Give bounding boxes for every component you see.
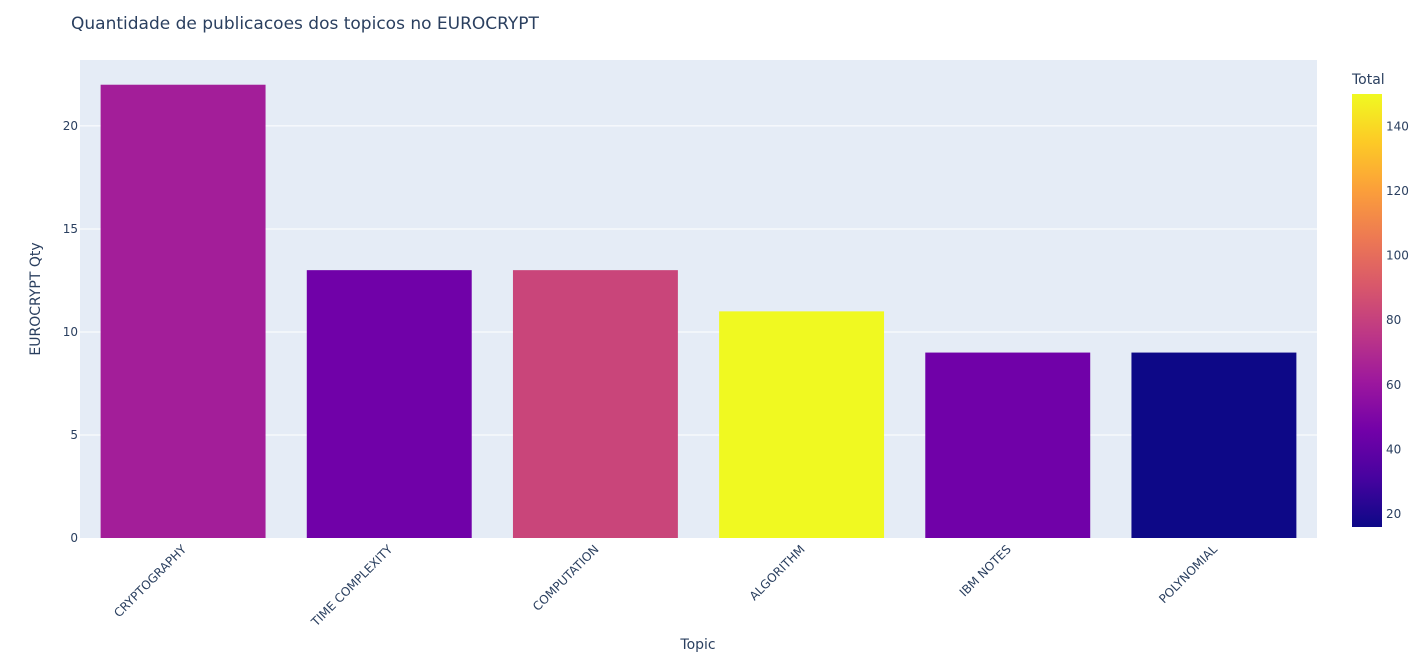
colorbar-tick-label: 80 xyxy=(1386,313,1401,327)
y-axis-title: EUROCRYPT Qty xyxy=(28,242,44,355)
bar-cryptography xyxy=(100,84,266,539)
bars xyxy=(100,84,1297,539)
bar-computation xyxy=(512,270,678,538)
bar-algorithm xyxy=(719,311,885,538)
x-tick-label: TIME COMPLEXITY xyxy=(308,542,396,630)
y-tick-label: 5 xyxy=(70,428,78,442)
colorbar-tick-label: 100 xyxy=(1386,249,1409,263)
x-tick-label: POLYNOMIAL xyxy=(1156,542,1220,606)
bar-time-complexity xyxy=(306,270,472,538)
plot-area xyxy=(80,60,1317,538)
x-tick-label: ALGORITHM xyxy=(747,542,808,603)
colorbar: Total 20 40 60 80 100 120 140 xyxy=(1351,72,1409,527)
chart-title: Quantidade de publicacoes dos topicos no… xyxy=(71,14,540,34)
colorbar-tick-label: 60 xyxy=(1386,378,1401,392)
colorbar-tick-label: 40 xyxy=(1386,442,1401,456)
colorbar-gradient xyxy=(1352,94,1382,527)
x-axis-title: Topic xyxy=(679,637,715,653)
colorbar-tick-label: 120 xyxy=(1386,184,1409,198)
bar-ibm-notes xyxy=(925,352,1091,538)
bar-polynomial xyxy=(1131,352,1297,538)
y-tick-label: 10 xyxy=(63,325,78,339)
colorbar-tick-label: 140 xyxy=(1386,119,1409,133)
gridlines xyxy=(80,125,1317,436)
x-tick-label: CRYPTOGRAPHY xyxy=(111,542,189,620)
colorbar-tick-label: 20 xyxy=(1386,507,1401,521)
colorbar-tick-labels: 20 40 60 80 100 120 140 xyxy=(1386,119,1409,521)
y-tick-label: 0 xyxy=(70,531,78,545)
colorbar-title: Total xyxy=(1351,72,1385,88)
x-tick-labels: CRYPTOGRAPHY TIME COMPLEXITY COMPUTATION AL… xyxy=(111,542,1220,630)
x-tick-label: COMPUTATION xyxy=(530,542,602,614)
y-tick-labels: 0 5 10 15 20 xyxy=(63,119,78,545)
y-tick-label: 15 xyxy=(63,222,78,236)
x-tick-label: IBM NOTES xyxy=(957,542,1014,599)
y-tick-label: 20 xyxy=(63,119,78,133)
